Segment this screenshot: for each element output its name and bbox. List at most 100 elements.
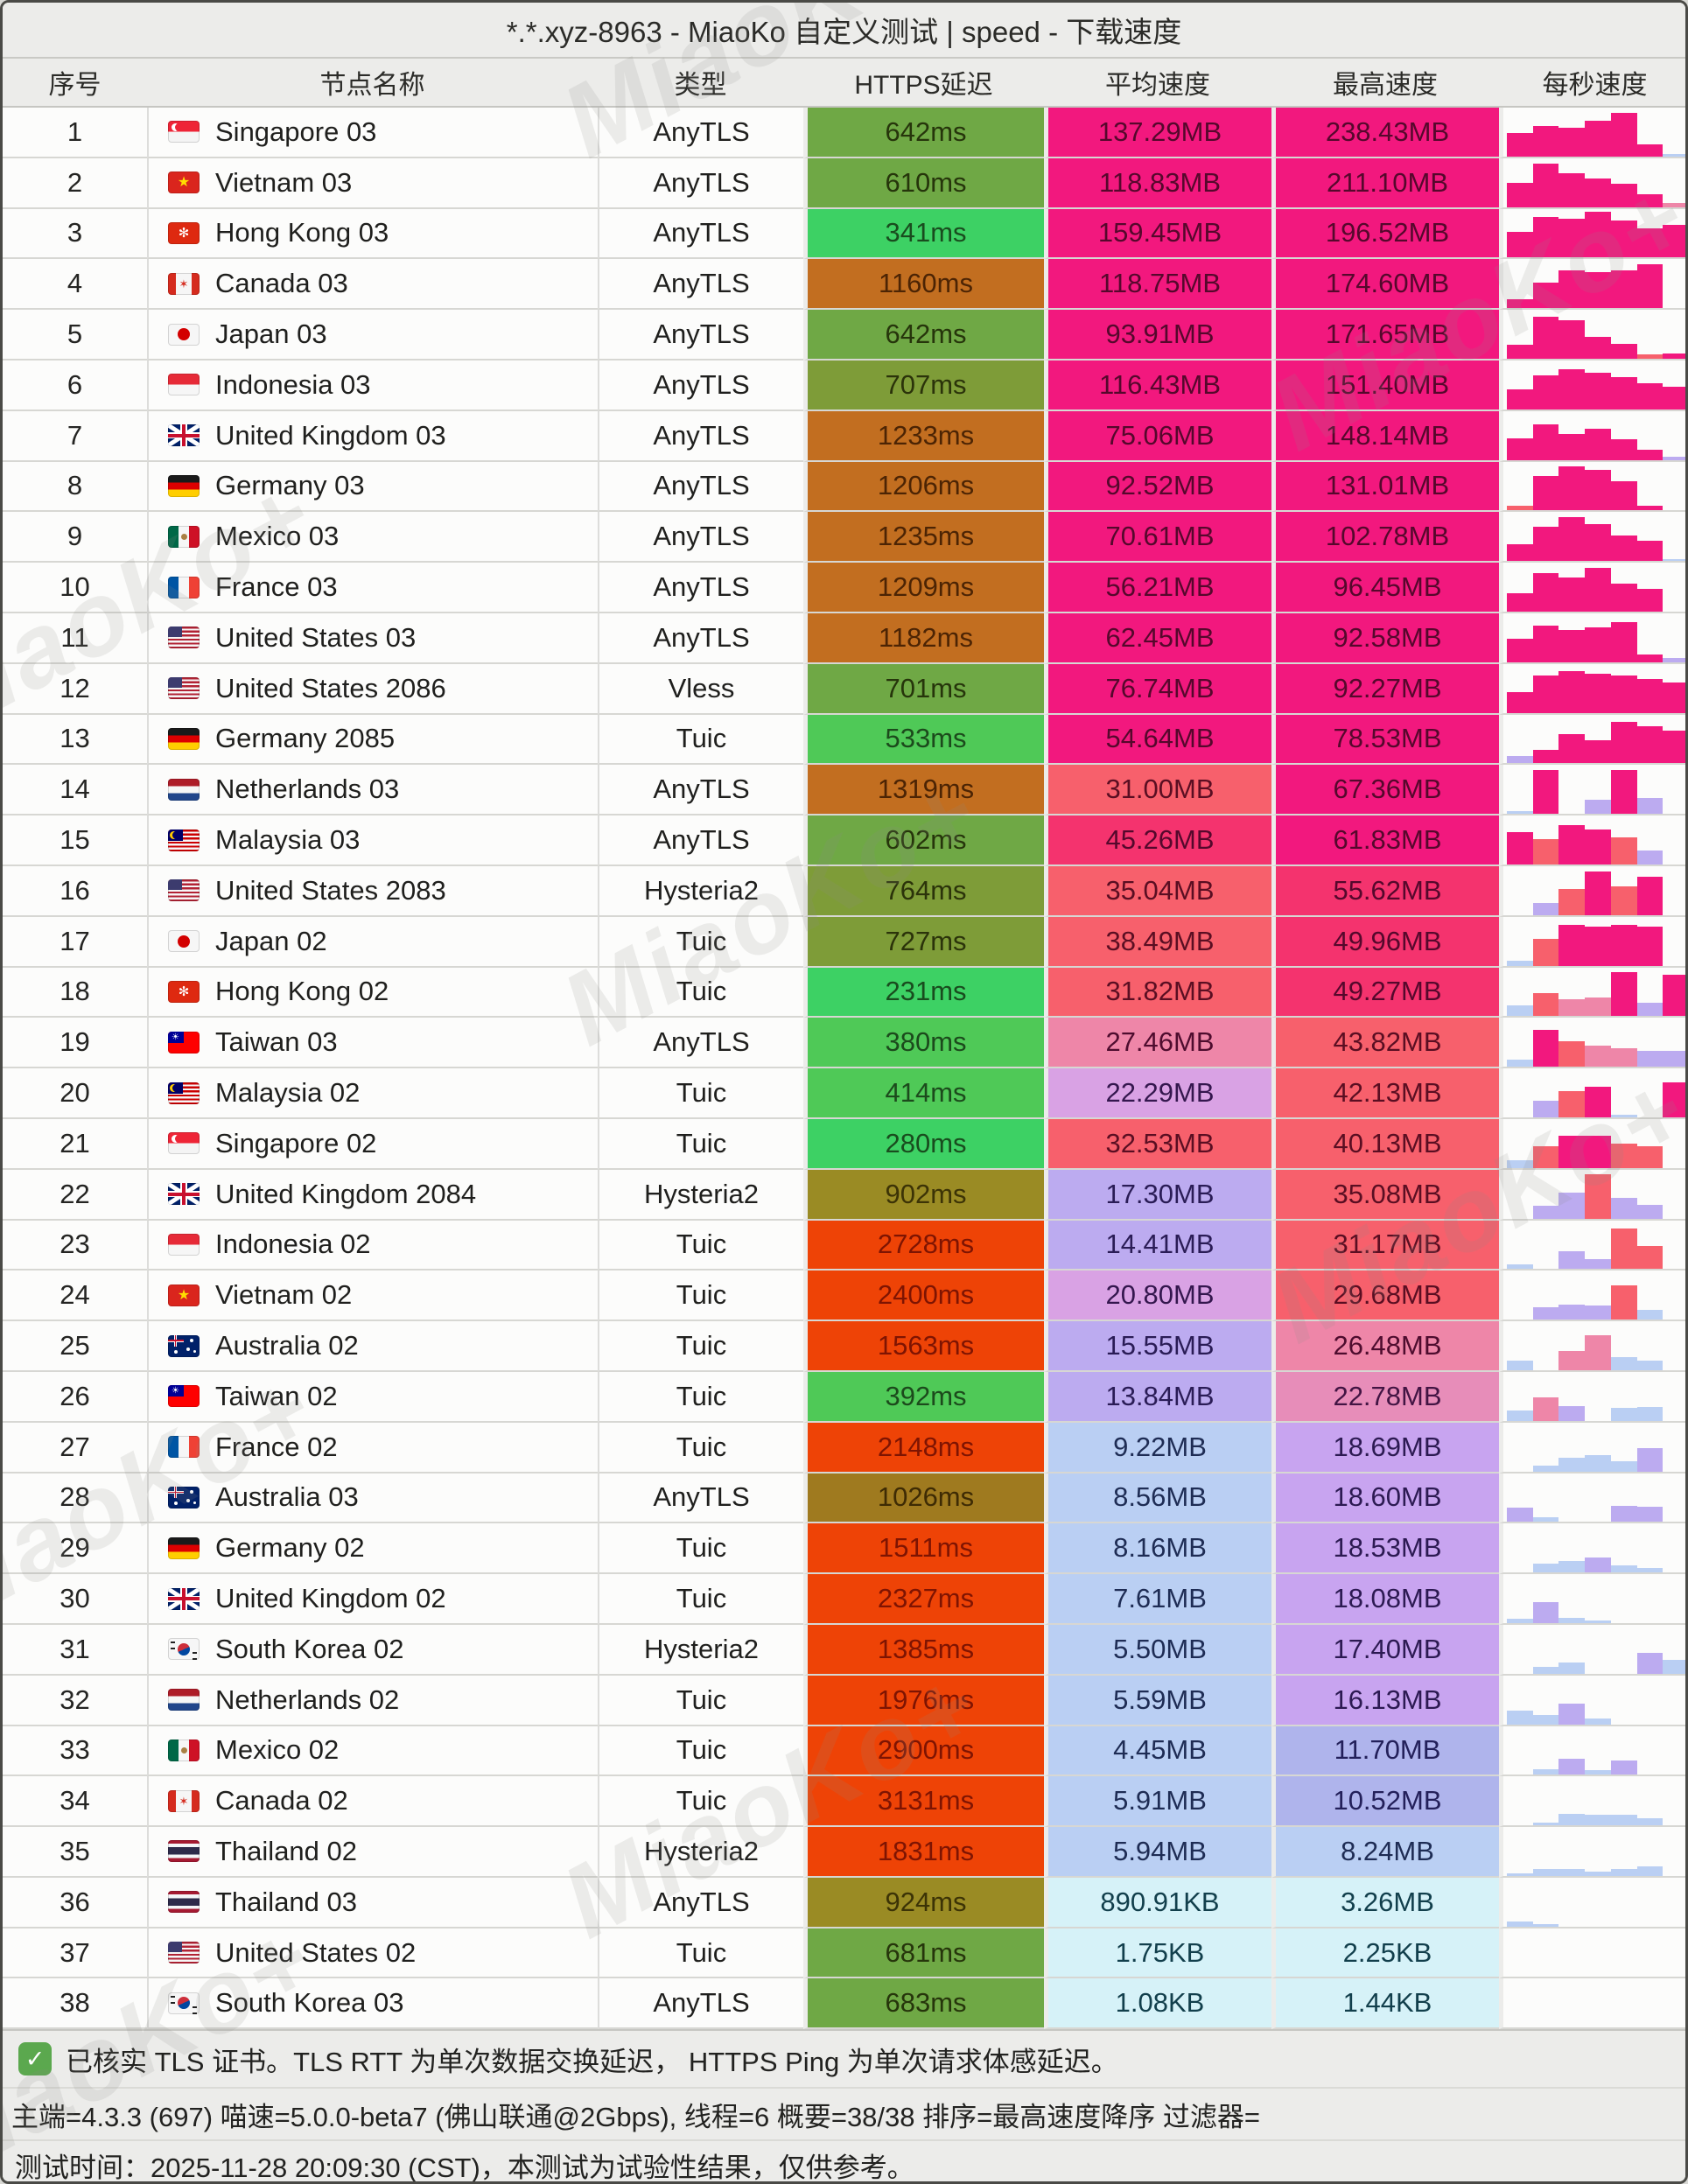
per-second-speed-chart [1499, 1827, 1685, 1878]
avg-speed-cell: 118.83MB [1044, 158, 1271, 209]
node-type: AnyTLS [598, 1978, 803, 2030]
flag-nl-icon [168, 778, 200, 801]
row-index: 36 [3, 1877, 147, 1928]
node-name: Japan 03 [215, 318, 327, 350]
row-index: 32 [3, 1675, 147, 1726]
node-name: Malaysia 02 [215, 1077, 361, 1109]
row-index: 8 [3, 461, 147, 513]
speed-bars [1507, 110, 1685, 157]
node-name-cell: ★ Vietnam 02 [147, 1270, 598, 1322]
max-speed-cell: 17.40MB [1271, 1624, 1499, 1676]
per-second-speed-chart [1499, 1371, 1685, 1423]
avg-speed-cell: 4.45MB [1044, 1726, 1271, 1777]
node-name-cell: Australia 03 [147, 1473, 598, 1524]
speed-bars [1507, 1577, 1685, 1623]
table-row: 1 Singapore 03 AnyTLS 642ms 137.29MB 238.43MB [3, 108, 1685, 158]
node-type: Tuic [598, 1776, 803, 1828]
speed-bars [1507, 1526, 1685, 1573]
avg-speed-cell: 56.21MB [1044, 563, 1271, 613]
latency-cell: 3131ms [803, 1776, 1044, 1828]
max-speed-cell: 61.83MB [1271, 816, 1499, 866]
node-name: Hong Kong 02 [215, 976, 389, 1007]
node-name-cell: France 02 [147, 1422, 598, 1474]
node-name: United States 2086 [215, 672, 446, 704]
flag-th-icon [168, 1891, 200, 1914]
node-name-cell: ★ Vietnam 03 [147, 158, 598, 209]
table-row: 10 France 03 AnyTLS 1209ms 56.21MB 96.45MB [3, 563, 1685, 613]
node-name: Australia 02 [215, 1330, 359, 1362]
latency-cell: 602ms [803, 816, 1044, 866]
max-speed-cell: 42.13MB [1271, 1068, 1499, 1119]
row-index: 29 [3, 1523, 147, 1575]
per-second-speed-chart [1499, 1270, 1685, 1322]
flag-sg-icon [168, 1132, 200, 1155]
table-row: 8 Germany 03 AnyTLS 1206ms 92.52MB 131.01MB [3, 461, 1685, 513]
column-header-avg-speed: 平均速度 [1044, 57, 1271, 108]
row-index: 10 [3, 563, 147, 613]
latency-cell: 610ms [803, 158, 1044, 209]
table-row: 34 ✶ Canada 02 Tuic 3131ms 5.91MB 10.52MB [3, 1776, 1685, 1828]
node-name-cell: Netherlands 02 [147, 1675, 598, 1726]
row-index: 3 [3, 208, 147, 260]
node-name: South Korea 02 [215, 1633, 404, 1664]
flag-vn-icon: ★ [168, 172, 200, 194]
speed-bars [1507, 1931, 1685, 1978]
speed-bars [1507, 1324, 1685, 1370]
avg-speed-cell: 14.41MB [1044, 1220, 1271, 1271]
per-second-speed-chart [1499, 714, 1685, 766]
node-name: United States 2083 [215, 874, 446, 906]
node-type: AnyTLS [598, 259, 803, 311]
row-index: 11 [3, 612, 147, 664]
latency-cell: 533ms [803, 714, 1044, 766]
speed-bars [1507, 414, 1685, 460]
footer-note-text: 已核实 TLS 证书。TLS RTT 为单次数据交换延迟， HTTPS Ping… [66, 2046, 1118, 2077]
avg-speed-cell: 31.82MB [1044, 967, 1271, 1018]
row-index: 23 [3, 1220, 147, 1271]
max-speed-cell: 10.52MB [1271, 1776, 1499, 1828]
node-name-cell: United Kingdom 02 [147, 1574, 598, 1625]
title-bar: *.*.xyz-8963 - MiaoKo 自定义测试 | speed - 下载… [3, 3, 1685, 57]
node-type: Tuic [598, 714, 803, 766]
node-name-cell: ✻ Hong Kong 03 [147, 208, 598, 260]
node-name: South Korea 03 [215, 1987, 404, 2019]
max-speed-cell: 18.53MB [1271, 1523, 1499, 1575]
table-row: 36 Thailand 03 AnyTLS 924ms 890.91KB 3.26MB [3, 1877, 1685, 1928]
node-name: United Kingdom 03 [215, 419, 446, 451]
node-name-cell: ☀ Taiwan 03 [147, 1018, 598, 1069]
per-second-speed-chart [1499, 865, 1685, 917]
node-name: Thailand 02 [215, 1835, 358, 1866]
row-index: 14 [3, 765, 147, 816]
row-index: 30 [3, 1574, 147, 1625]
max-speed-cell: 43.82MB [1271, 1018, 1499, 1069]
row-index: 6 [3, 360, 147, 411]
table-row: 35 Thailand 02 Hysteria2 1831ms 5.94MB 8.24MB [3, 1827, 1685, 1878]
latency-cell: 280ms [803, 1118, 1044, 1170]
table-row: 27 France 02 Tuic 2148ms 9.22MB 18.69MB [3, 1422, 1685, 1474]
avg-speed-cell: 116.43MB [1044, 360, 1271, 411]
flag-ca-icon: ✶ [168, 1789, 200, 1812]
node-name-cell: Malaysia 02 [147, 1068, 598, 1119]
flag-de-icon [168, 1536, 200, 1559]
max-speed-cell: 55.62MB [1271, 865, 1499, 917]
node-name: Germany 03 [215, 470, 365, 501]
node-type: AnyTLS [598, 612, 803, 664]
per-second-speed-chart [1499, 663, 1685, 715]
node-name: Germany 02 [215, 1532, 365, 1564]
max-speed-cell: 16.13MB [1271, 1675, 1499, 1726]
avg-speed-cell: 20.80MB [1044, 1270, 1271, 1322]
avg-speed-cell: 890.91KB [1044, 1877, 1271, 1928]
row-index: 24 [3, 1270, 147, 1322]
node-type: AnyTLS [598, 158, 803, 209]
avg-speed-cell: 93.91MB [1044, 310, 1271, 360]
node-type: Tuic [598, 1321, 803, 1372]
column-header-https-latency: HTTPS延迟 [803, 57, 1044, 108]
avg-speed-cell: 8.56MB [1044, 1473, 1271, 1524]
avg-speed-cell: 5.50MB [1044, 1624, 1271, 1676]
row-index: 17 [3, 916, 147, 968]
max-speed-cell: 18.69MB [1271, 1422, 1499, 1474]
node-name-cell: United States 02 [147, 1928, 598, 1979]
footer-config-text: 主端=4.3.3 (697) 喵速=5.0.0-beta7 (佛山联通@2Gbp… [11, 2101, 1260, 2132]
node-type: Tuic [598, 1118, 803, 1170]
footer-config-line: 主端=4.3.3 (697) 喵速=5.0.0-beta7 (佛山联通@2Gbp… [3, 2089, 1685, 2142]
max-speed-cell: 31.17MB [1271, 1220, 1499, 1271]
